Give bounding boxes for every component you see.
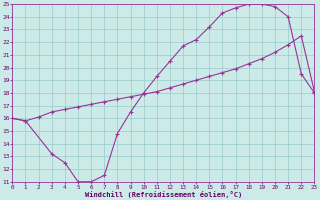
X-axis label: Windchill (Refroidissement éolien,°C): Windchill (Refroidissement éolien,°C) — [85, 191, 242, 198]
